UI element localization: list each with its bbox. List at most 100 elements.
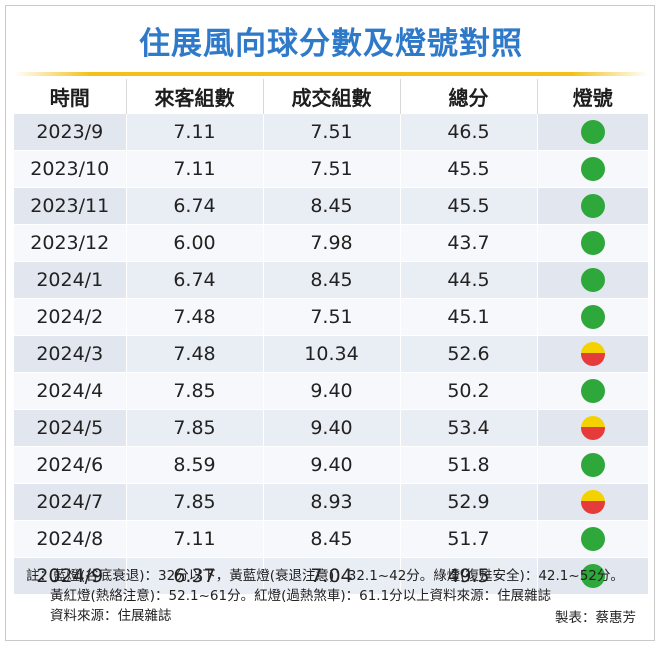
cell-light	[536, 187, 648, 225]
cell-deals: 7.51	[262, 298, 400, 336]
cell-total: 46.5	[399, 113, 537, 151]
table-row: 2024/8 7.11 8.45 51.7	[14, 520, 648, 558]
cell-total: 52.9	[399, 483, 537, 521]
cell-date: 2023/11	[14, 187, 126, 225]
cell-total: 52.6	[399, 335, 537, 373]
table-row: 2024/5 7.85 9.40 53.4	[14, 409, 648, 447]
cell-total: 53.4	[399, 409, 537, 447]
cell-total: 45.1	[399, 298, 537, 336]
cell-light	[536, 557, 648, 594]
cell-deals: 9.40	[262, 409, 400, 447]
cell-date: 2024/2	[14, 298, 126, 336]
cell-deals: 7.51	[262, 150, 400, 188]
byline: 製表：蔡惠芳	[555, 610, 636, 626]
cell-deals: 9.40	[262, 372, 400, 410]
cell-date: 2024/3	[14, 335, 126, 373]
cell-deals: 8.45	[262, 187, 400, 225]
cell-total: 43.7	[399, 224, 537, 262]
notes: 註：藍燈(谷底衰退)：32分以下，黃藍燈(衰退注意)：32.1~42分。綠燈(復…	[26, 566, 646, 626]
cell-deals: 8.93	[262, 483, 400, 521]
green-light-icon	[580, 527, 605, 551]
cell-total: 45.5	[399, 187, 537, 225]
header-row: 時間 來客組數 成交組數 總分 燈號	[14, 79, 648, 114]
header-deals: 成交組數	[262, 79, 400, 114]
cell-total: 45.5	[399, 150, 537, 188]
cell-date: 2024/6	[14, 446, 126, 484]
cell-date: 2023/12	[14, 224, 126, 262]
cell-total: 49.5	[399, 557, 537, 594]
table-row: 2023/10 7.11 7.51 45.5	[14, 150, 648, 188]
cell-visitors: 7.48	[125, 335, 263, 373]
cell-deals: 7.98	[262, 224, 400, 262]
green-light-icon	[580, 564, 605, 588]
table-row: 2024/6 8.59 9.40 51.8	[14, 446, 648, 484]
cell-visitors: 7.11	[125, 150, 263, 188]
cell-total: 50.2	[399, 372, 537, 410]
table-row: 2024/1 6.74 8.45 44.5	[14, 261, 648, 299]
cell-deals: 10.34	[262, 335, 400, 373]
note-line-2: 黃紅燈(熱絡注意)：52.1~61分。紅燈(過熱煞車)：61.1分以上資料來源：…	[50, 588, 552, 604]
table-row: 2024/9 6.37 7.04 49.5	[14, 557, 648, 594]
cell-total: 51.8	[399, 446, 537, 484]
green-light-icon	[580, 231, 605, 255]
green-light-icon	[580, 120, 605, 144]
table-body: 2023/9 7.11 7.51 46.5 2023/10 7.11 7.51 45.5 202…	[14, 113, 648, 594]
cell-light	[536, 446, 648, 484]
table-row: 2024/7 7.85 8.93 52.9	[14, 483, 648, 521]
cell-visitors: 8.59	[125, 446, 263, 484]
table-row: 2024/3 7.48 10.34 52.6	[14, 335, 648, 373]
header-total: 總分	[399, 79, 537, 114]
cell-visitors: 7.85	[125, 409, 263, 447]
green-light-icon	[580, 268, 605, 292]
header-visitors: 來客組數	[125, 79, 263, 114]
cell-deals: 9.40	[262, 446, 400, 484]
cell-light	[536, 335, 648, 373]
green-light-icon	[580, 453, 605, 477]
cell-light	[536, 150, 648, 188]
cell-light	[536, 520, 648, 558]
cell-date: 2024/4	[14, 372, 126, 410]
cell-visitors: 7.11	[125, 113, 263, 151]
header-light: 燈號	[536, 79, 648, 114]
cell-light	[536, 483, 648, 521]
cell-visitors: 6.74	[125, 187, 263, 225]
cell-date: 2024/7	[14, 483, 126, 521]
yellow-red-light-icon	[580, 342, 605, 366]
cell-visitors: 7.48	[125, 298, 263, 336]
cell-date: 2023/9	[14, 113, 126, 151]
cell-light	[536, 261, 648, 299]
cell-deals: 8.45	[262, 261, 400, 299]
green-light-icon	[580, 194, 605, 218]
table-row: 2023/11 6.74 8.45 45.5	[14, 187, 648, 225]
cell-deals: 7.51	[262, 113, 400, 151]
cell-visitors: 6.37	[125, 557, 263, 594]
cell-date: 2024/9	[14, 557, 126, 594]
green-light-icon	[580, 305, 605, 329]
yellow-red-light-icon	[580, 490, 605, 514]
cell-total: 44.5	[399, 261, 537, 299]
cell-date: 2024/8	[14, 520, 126, 558]
cell-light	[536, 113, 648, 151]
table-row: 2023/9 7.11 7.51 46.5	[14, 113, 648, 151]
note-line-1: 註：藍燈(谷底衰退)：32分以下，黃藍燈(衰退注意)：32.1~42分。綠燈(復…	[26, 568, 624, 584]
note-line-3: 資料來源：住展雜誌	[50, 608, 172, 624]
cell-date: 2023/10	[14, 150, 126, 188]
cell-date: 2024/5	[14, 409, 126, 447]
cell-total: 51.7	[399, 520, 537, 558]
cell-visitors: 6.74	[125, 261, 263, 299]
header-date: 時間	[14, 79, 126, 114]
cell-light	[536, 224, 648, 262]
cell-deals: 7.04	[262, 557, 400, 594]
cell-light	[536, 409, 648, 447]
cell-light	[536, 372, 648, 410]
yellow-red-light-icon	[580, 416, 605, 440]
title-underline	[14, 72, 648, 76]
cell-visitors: 6.00	[125, 224, 263, 262]
cell-deals: 8.45	[262, 520, 400, 558]
cell-date: 2024/1	[14, 261, 126, 299]
chart-title: 住展風向球分數及燈號對照	[139, 26, 523, 62]
green-light-icon	[580, 157, 605, 181]
table-row: 2024/4 7.85 9.40 50.2	[14, 372, 648, 410]
green-light-icon	[580, 379, 605, 403]
table-row: 2023/12 6.00 7.98 43.7	[14, 224, 648, 262]
